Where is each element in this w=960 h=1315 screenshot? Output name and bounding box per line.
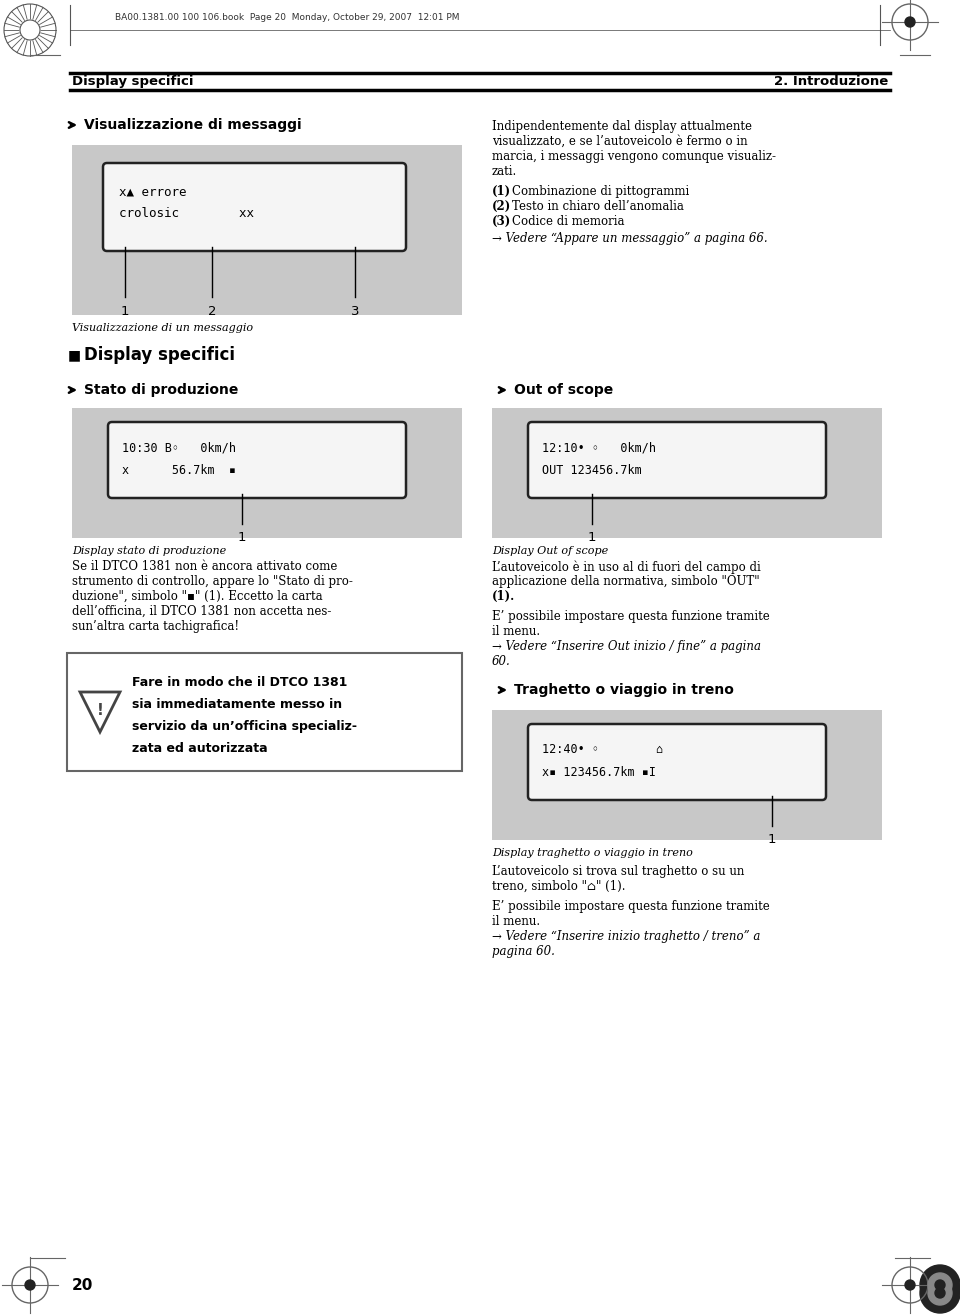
Text: 1: 1 [238, 531, 247, 544]
Text: sun’altra carta tachigrafica!: sun’altra carta tachigrafica! [72, 619, 239, 633]
Text: marcia, i messaggi vengono comunque visualiz-: marcia, i messaggi vengono comunque visu… [492, 150, 776, 163]
Text: !: ! [97, 702, 104, 718]
Circle shape [25, 1279, 35, 1290]
Text: 20: 20 [72, 1277, 93, 1293]
Text: 2. Introduzione: 2. Introduzione [774, 75, 888, 88]
Text: sia immediatamente messo in: sia immediatamente messo in [132, 698, 342, 711]
Text: servizio da un’officina specializ-: servizio da un’officina specializ- [132, 721, 357, 732]
Text: Out of scope: Out of scope [514, 383, 613, 397]
Text: Display traghetto o viaggio in treno: Display traghetto o viaggio in treno [492, 848, 693, 857]
Text: Display stato di produzione: Display stato di produzione [72, 546, 227, 556]
Text: 2: 2 [207, 305, 216, 318]
Text: OUT 123456.7km: OUT 123456.7km [542, 464, 641, 477]
Text: Indipendentemente dal display attualmente: Indipendentemente dal display attualment… [492, 120, 752, 133]
Text: E’ possibile impostare questa funzione tramite: E’ possibile impostare questa funzione t… [492, 899, 770, 913]
Text: il menu.: il menu. [492, 625, 540, 638]
Text: (1).: (1). [492, 590, 516, 604]
Text: strumento di controllo, appare lo "Stato di pro-: strumento di controllo, appare lo "Stato… [72, 575, 353, 588]
Circle shape [905, 1279, 915, 1290]
Text: Display specifici: Display specifici [72, 75, 194, 88]
Text: Fare in modo che il DTCO 1381: Fare in modo che il DTCO 1381 [132, 676, 348, 689]
Text: (3): (3) [492, 214, 512, 227]
Text: applicazione della normativa, simbolo "OUT": applicazione della normativa, simbolo "O… [492, 575, 759, 588]
Text: duzione", simbolo "▪" (1). Eccetto la carta: duzione", simbolo "▪" (1). Eccetto la ca… [72, 590, 323, 604]
Text: Display Out of scope: Display Out of scope [492, 546, 609, 556]
Text: E’ possibile impostare questa funzione tramite: E’ possibile impostare questa funzione t… [492, 610, 770, 623]
Text: 12:40• ◦        ⌂: 12:40• ◦ ⌂ [542, 743, 663, 756]
Text: 1: 1 [588, 531, 596, 544]
Text: Visualizzazione di un messaggio: Visualizzazione di un messaggio [72, 323, 253, 333]
Circle shape [935, 1279, 945, 1290]
FancyBboxPatch shape [103, 163, 406, 251]
FancyBboxPatch shape [528, 725, 826, 800]
FancyBboxPatch shape [492, 408, 882, 538]
FancyBboxPatch shape [67, 654, 462, 771]
Text: crolosic        xx: crolosic xx [119, 206, 254, 220]
Text: Visualizzazione di messaggi: Visualizzazione di messaggi [84, 118, 301, 132]
Text: L’autoveicolo è in uso al di fuori del campo di: L’autoveicolo è in uso al di fuori del c… [492, 560, 760, 573]
Text: L’autoveicolo si trova sul traghetto o su un: L’autoveicolo si trova sul traghetto o s… [492, 865, 744, 878]
Text: Combinazione di pittogrammi: Combinazione di pittogrammi [512, 185, 689, 199]
Text: dell’officina, il DTCO 1381 non accetta nes-: dell’officina, il DTCO 1381 non accetta … [72, 605, 331, 618]
Text: BA00.1381.00 100 106.book  Page 20  Monday, October 29, 2007  12:01 PM: BA00.1381.00 100 106.book Page 20 Monday… [115, 13, 460, 21]
Text: Stato di produzione: Stato di produzione [84, 383, 238, 397]
Text: Display specifici: Display specifici [84, 346, 235, 364]
Text: il menu.: il menu. [492, 915, 540, 928]
Text: Se il DTCO 1381 non è ancora attivato come: Se il DTCO 1381 non è ancora attivato co… [72, 560, 337, 573]
FancyBboxPatch shape [72, 408, 462, 538]
Text: x▪ 123456.7km ▪I: x▪ 123456.7km ▪I [542, 767, 656, 778]
Text: Testo in chiaro dell’anomalia: Testo in chiaro dell’anomalia [512, 200, 684, 213]
Circle shape [920, 1265, 960, 1304]
FancyBboxPatch shape [492, 710, 882, 840]
Text: → Vedere “Appare un messaggio” a pagina 66.: → Vedere “Appare un messaggio” a pagina … [492, 231, 768, 245]
Text: 60.: 60. [492, 655, 511, 668]
Text: ■: ■ [68, 348, 82, 362]
Circle shape [920, 1273, 960, 1312]
Text: treno, simbolo "⌂" (1).: treno, simbolo "⌂" (1). [492, 880, 626, 893]
Text: 10:30 B◦   0km/h: 10:30 B◦ 0km/h [122, 441, 236, 454]
Text: zati.: zati. [492, 164, 517, 178]
Text: 1: 1 [121, 305, 130, 318]
FancyBboxPatch shape [72, 145, 462, 316]
Text: x▲ errore: x▲ errore [119, 185, 186, 199]
Text: 3: 3 [350, 305, 359, 318]
Text: → Vedere “Inserire inizio traghetto / treno” a: → Vedere “Inserire inizio traghetto / tr… [492, 930, 760, 943]
Text: x      56.7km  ▪: x 56.7km ▪ [122, 464, 236, 477]
Text: 12:10• ◦   0km/h: 12:10• ◦ 0km/h [542, 441, 656, 454]
Circle shape [20, 20, 40, 39]
Circle shape [935, 1287, 945, 1298]
FancyBboxPatch shape [108, 422, 406, 498]
Text: pagina 60.: pagina 60. [492, 945, 555, 959]
Text: → Vedere “Inserire Out inizio / fine” a pagina: → Vedere “Inserire Out inizio / fine” a … [492, 640, 761, 654]
Text: (1): (1) [492, 185, 511, 199]
Text: visualizzato, e se l’autoveicolo è fermo o in: visualizzato, e se l’autoveicolo è fermo… [492, 135, 748, 149]
FancyBboxPatch shape [528, 422, 826, 498]
Circle shape [905, 17, 915, 28]
Text: Traghetto o viaggio in treno: Traghetto o viaggio in treno [514, 682, 733, 697]
Text: zata ed autorizzata: zata ed autorizzata [132, 742, 268, 755]
Text: (2): (2) [492, 200, 512, 213]
Text: 1: 1 [768, 832, 777, 846]
Circle shape [928, 1281, 952, 1304]
Text: Codice di memoria: Codice di memoria [512, 214, 625, 227]
Circle shape [928, 1273, 952, 1297]
